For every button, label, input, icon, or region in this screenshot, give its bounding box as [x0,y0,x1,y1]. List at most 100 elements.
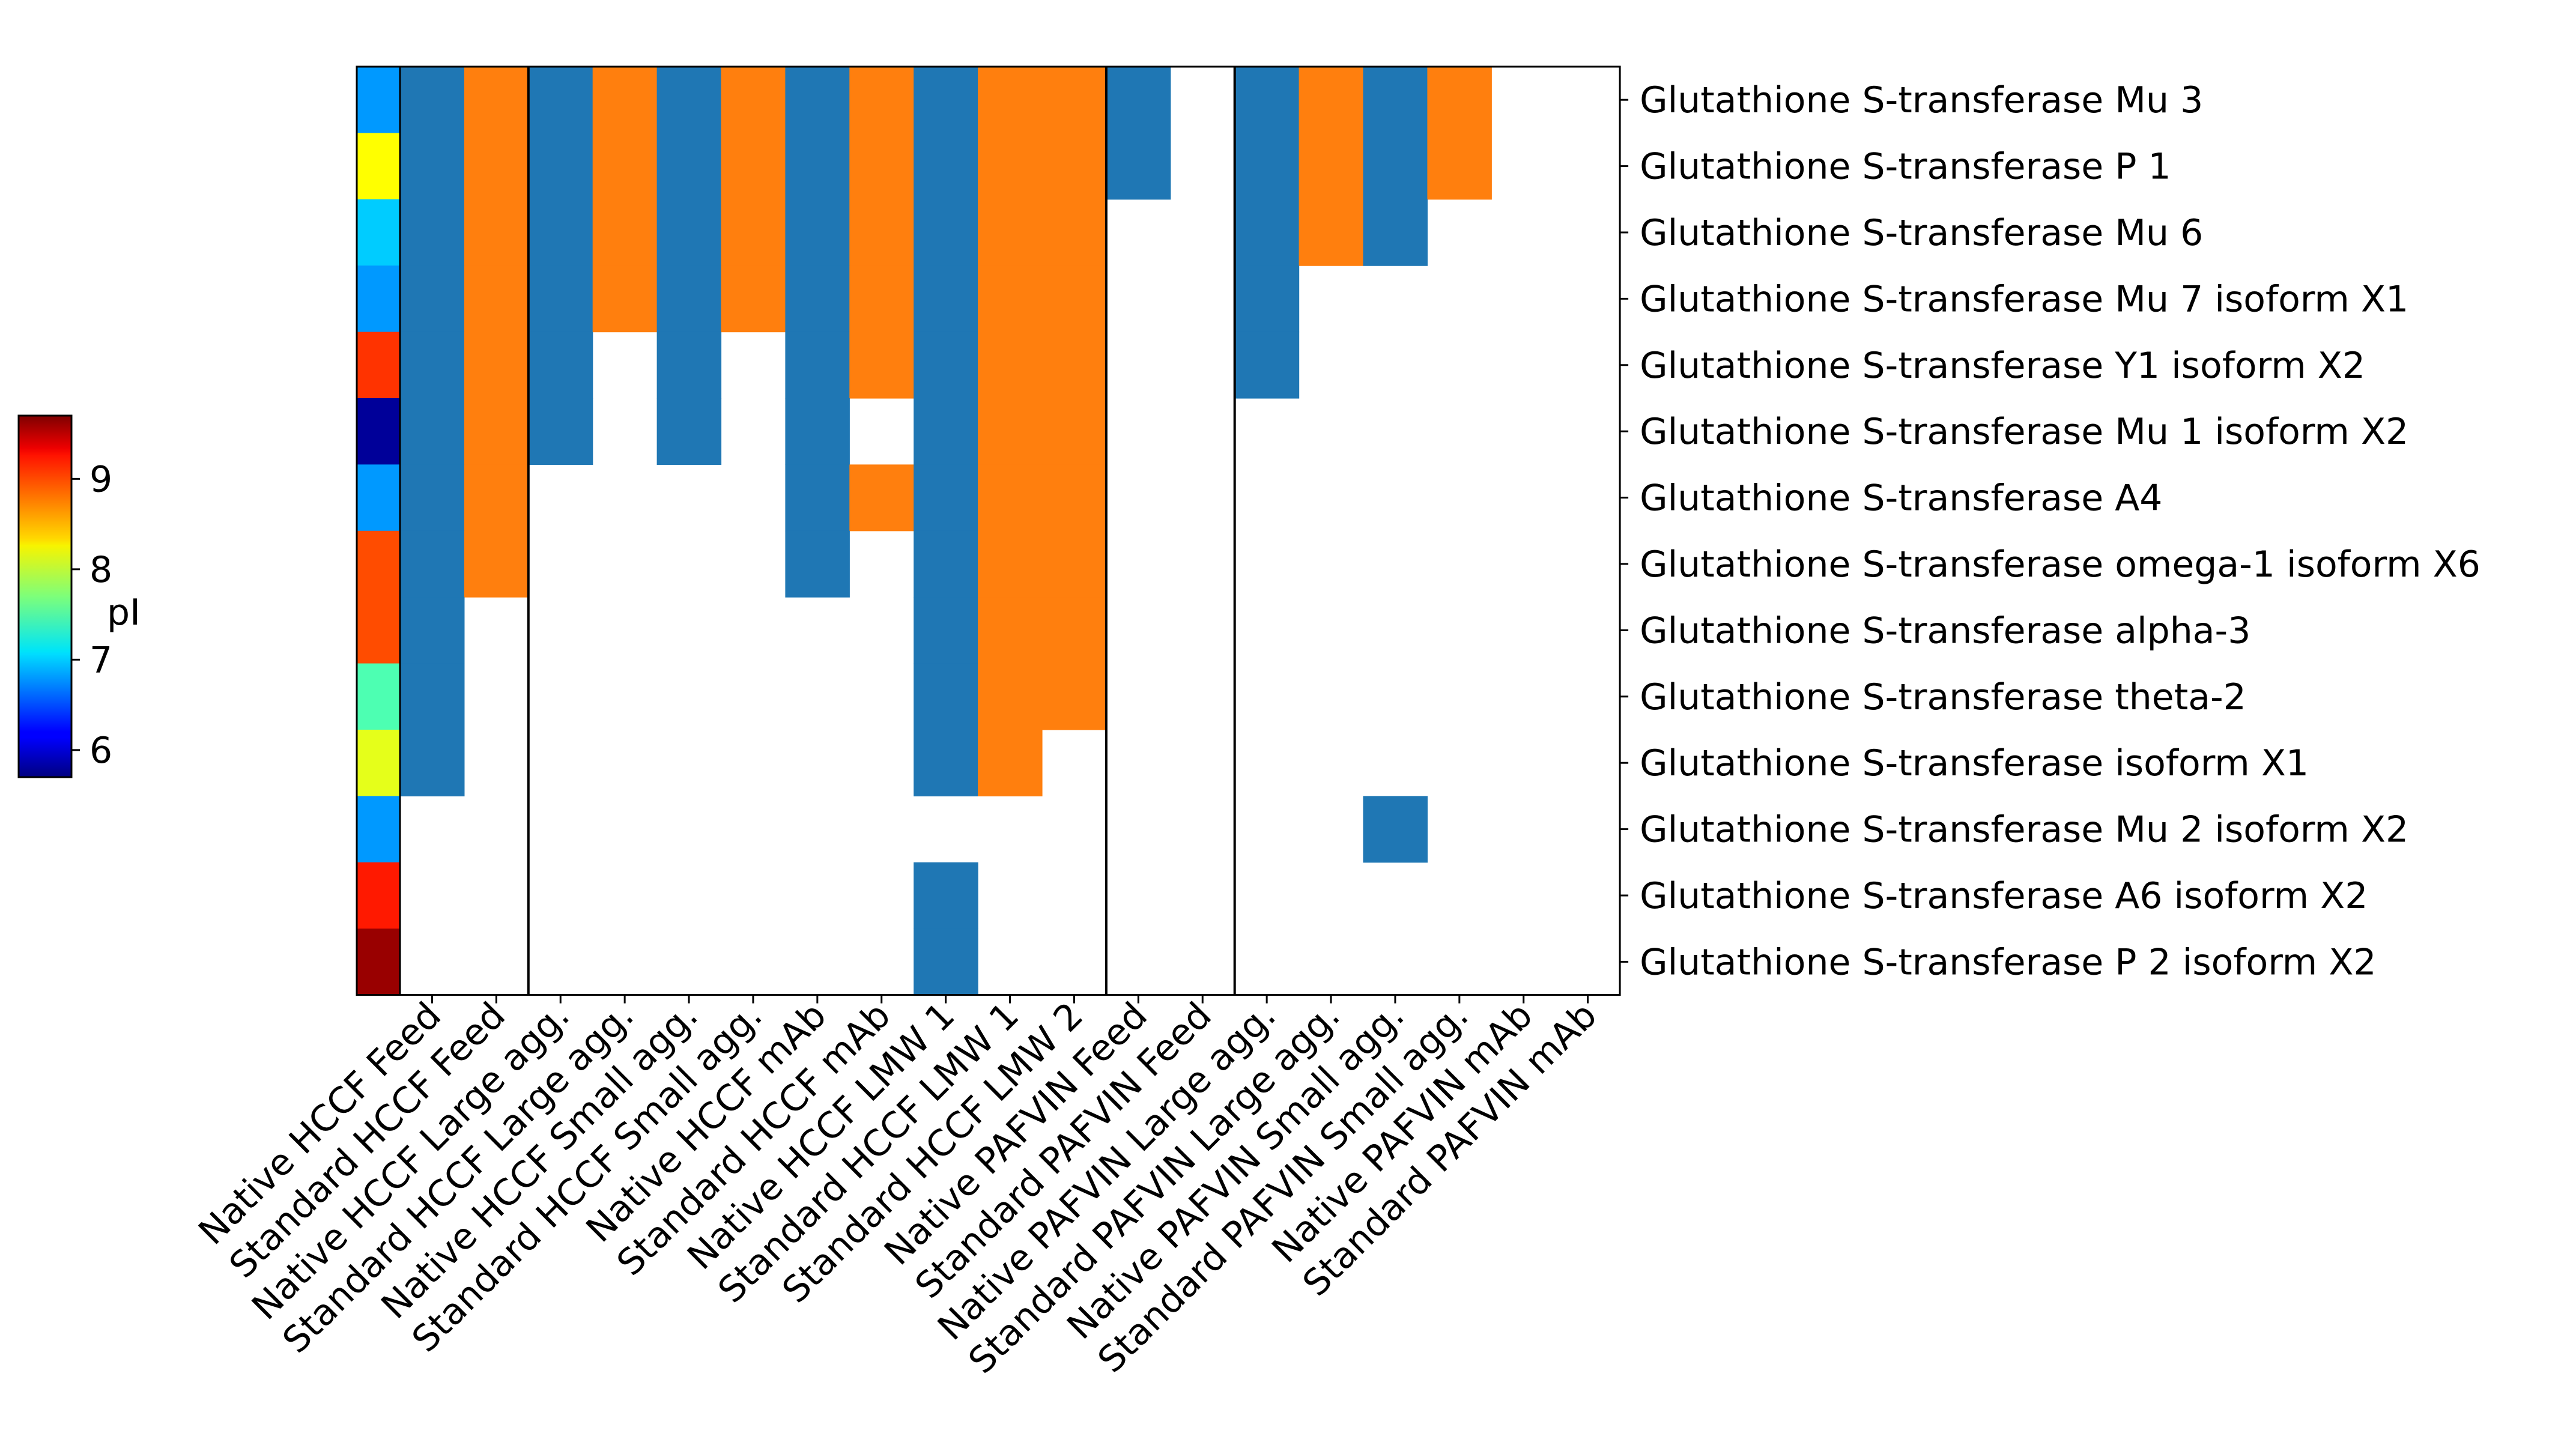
heatmap-cell [657,332,722,399]
heatmap-cell [1235,332,1300,399]
row-label: Glutathione S-transferase isoform X1 [1640,742,2309,784]
heatmap-cell [529,265,593,332]
pi-strip-cell [357,265,401,332]
row-label: Glutathione S-transferase Y1 isoform X2 [1640,345,2365,387]
heatmap-cell [400,664,465,730]
heatmap-cell [1042,332,1107,399]
heatmap-cell [721,199,786,266]
heatmap-cell [1106,133,1171,199]
colorbar-label: pI [107,592,141,634]
heatmap-cell [978,730,1043,796]
heatmap-cell [464,133,529,199]
heatmap-cell [1042,531,1107,598]
heatmap-cell [849,199,914,266]
heatmap-cell [914,133,978,199]
heatmap-cell [978,464,1043,531]
row-label: Glutathione S-transferase P 2 isoform X2 [1640,941,2377,983]
row-label: Glutathione S-transferase Mu 1 isoform X… [1640,411,2408,453]
heatmap-cell [785,398,850,465]
colorbar-tick-label: 9 [89,458,112,500]
heatmap-cell [1042,664,1107,730]
heatmap-cell [914,332,978,399]
heatmap-cell [914,464,978,531]
heatmap-cell [978,265,1043,332]
heatmap-cell [914,730,978,796]
heatmap-cell [785,265,850,332]
heatmap-cell [593,199,657,266]
pi-strip-cell [357,133,401,199]
heatmap-cell [529,133,593,199]
heatmap-cell [657,265,722,332]
colorbar-tick-label: 8 [89,549,112,591]
colorbar-tick-label: 7 [89,639,112,681]
pi-strip-cell [357,862,401,929]
heatmap-cell [593,265,657,332]
heatmap-cell [914,862,978,929]
heatmap-cell [400,597,465,664]
heatmap-cell [400,67,465,133]
pi-strip-cell [357,332,401,399]
heatmap-cell [1042,133,1107,199]
heatmap-cell [1427,133,1492,199]
heatmap-cell [785,199,850,266]
pi-strip-cell [357,597,401,664]
heatmap-cell [529,67,593,133]
heatmap-cell [1363,199,1428,266]
heatmap-cell [1235,199,1300,266]
heatmap-cell [1042,398,1107,465]
heatmap-cell [914,398,978,465]
heatmap-cell [978,199,1043,266]
heatmap-cell [400,398,465,465]
heatmap-cell [400,133,465,199]
pi-strip [357,67,401,995]
heatmap-cell [529,199,593,266]
colorbar-gradient [19,416,71,777]
heatmap-cell [914,928,978,995]
pi-strip-cell [357,67,401,133]
heatmap-cell [1363,67,1428,133]
heatmap-cell [785,464,850,531]
pi-strip-cell [357,730,401,796]
heatmap-cell [785,531,850,598]
heatmap-cell [721,133,786,199]
pi-strip-cell [357,664,401,730]
heatmap-cell [1235,265,1300,332]
heatmap-cell [593,133,657,199]
pi-strip-cell [357,531,401,598]
heatmap-cell [1299,199,1364,266]
heatmap-cell [914,597,978,664]
heatmap-cell [400,464,465,531]
heatmap-cell [914,664,978,730]
heatmap-cell [978,597,1043,664]
heatmap-cell [1042,199,1107,266]
heatmap-cell [1042,464,1107,531]
heatmap-cell [464,67,529,133]
row-label: Glutathione S-transferase Mu 6 [1640,212,2203,254]
heatmap-cell [978,332,1043,399]
heatmap-cell [914,199,978,266]
heatmap-cell [400,199,465,266]
heatmap-cell [785,133,850,199]
heatmap-cell [914,265,978,332]
heatmap-cell [1363,796,1428,862]
heatmap-cell [849,67,914,133]
row-label: Glutathione S-transferase Mu 3 [1640,79,2203,121]
heatmap-cell [464,531,529,598]
row-label: Glutathione S-transferase theta-2 [1640,676,2246,718]
row-label: Glutathione S-transferase alpha-3 [1640,610,2250,652]
row-label: Glutathione S-transferase Mu 7 isoform X… [1640,278,2408,320]
heatmap-cell [978,398,1043,465]
heatmap-cell [529,398,593,465]
heatmap-cell [978,133,1043,199]
heatmap-cell [464,265,529,332]
heatmap-cell [529,332,593,399]
heatmap-cell [978,531,1043,598]
heatmap-cell [1042,597,1107,664]
heatmap-cell [657,133,722,199]
heatmap-cell [1299,133,1364,199]
heatmap-cell [1106,67,1171,133]
pi-strip-cell [357,928,401,995]
row-label: Glutathione S-transferase A6 isoform X2 [1640,875,2368,917]
heatmap-cell [914,67,978,133]
heatmap-cell [400,531,465,598]
